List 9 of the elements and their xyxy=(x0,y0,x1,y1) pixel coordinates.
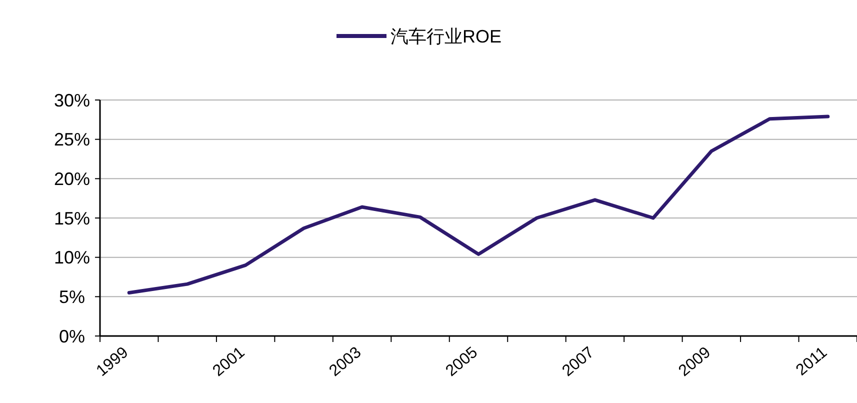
y-tick-label: 30% xyxy=(54,90,90,110)
y-tick-label: 15% xyxy=(54,208,90,228)
y-tick-label: 20% xyxy=(54,168,90,189)
y-tick-label: 0% xyxy=(58,326,86,346)
line-series xyxy=(127,114,830,294)
y-tick-label: 5% xyxy=(58,286,86,307)
y-tick-label: 25% xyxy=(54,130,90,150)
legend-label: 汽车行业ROE xyxy=(390,26,502,46)
y-tick-label: 10% xyxy=(54,248,90,268)
